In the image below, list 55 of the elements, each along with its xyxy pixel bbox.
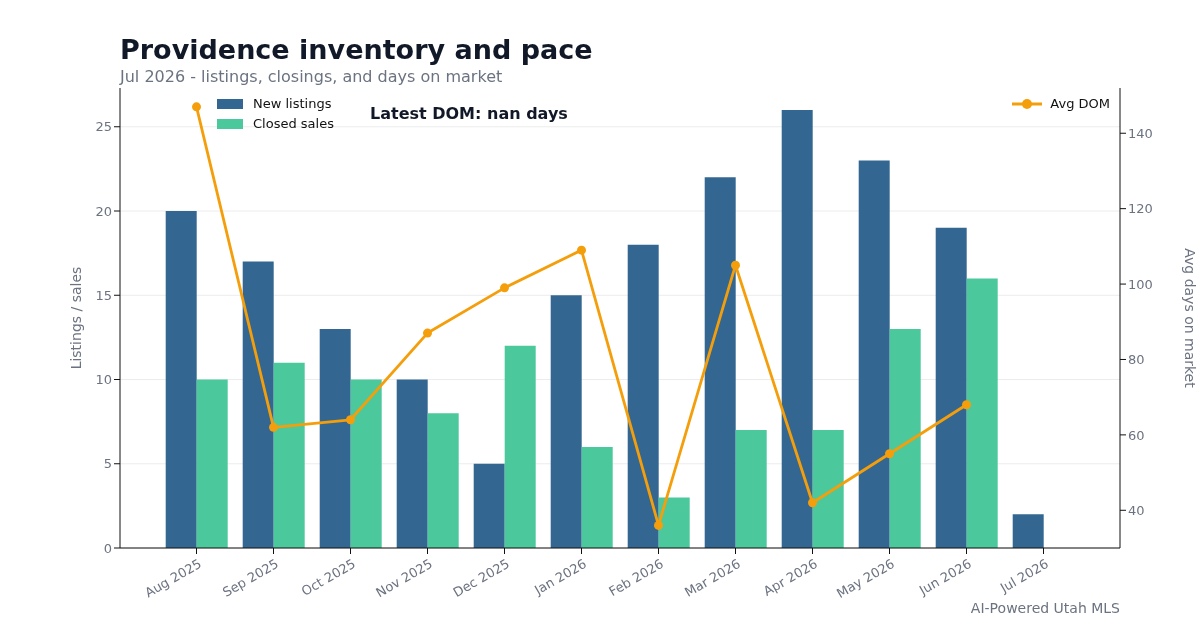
bar bbox=[196, 379, 228, 548]
bar bbox=[812, 430, 844, 548]
point bbox=[885, 449, 894, 459]
bar bbox=[396, 379, 428, 548]
bar bbox=[704, 177, 736, 548]
bar bbox=[1012, 514, 1044, 548]
bar bbox=[581, 446, 613, 548]
y-tick-label: 10 bbox=[95, 372, 112, 388]
bar bbox=[858, 160, 890, 548]
bar bbox=[550, 295, 582, 548]
y-tick-label: 25 bbox=[95, 119, 112, 135]
bar bbox=[504, 345, 536, 548]
y2-tick-label: 100 bbox=[1128, 276, 1153, 292]
bar bbox=[966, 278, 998, 548]
bar bbox=[242, 261, 274, 548]
y-tick-label: 15 bbox=[95, 287, 112, 303]
point bbox=[962, 400, 971, 410]
y2-tick-label: 60 bbox=[1128, 427, 1145, 443]
y-tick-label: 5 bbox=[103, 456, 112, 472]
bar bbox=[658, 497, 690, 548]
bar bbox=[273, 362, 305, 548]
point bbox=[192, 102, 201, 112]
y2-axis-title: Avg days on market bbox=[1182, 248, 1199, 389]
y-axis-title: Listings / sales bbox=[67, 266, 84, 370]
text: AI-Powered Utah MLS bbox=[970, 600, 1120, 616]
point bbox=[269, 422, 278, 432]
legend-label: Closed sales bbox=[253, 115, 334, 133]
bar bbox=[350, 379, 382, 548]
point bbox=[346, 415, 355, 425]
y2-tick-label: 40 bbox=[1128, 502, 1145, 518]
legend-label: Avg DOM bbox=[1050, 95, 1110, 113]
chart-title: Providence inventory and pace bbox=[120, 34, 593, 65]
chart-subtitle: Jul 2026 - listings, closings, and days on market bbox=[120, 67, 503, 86]
annotation: Latest DOM: nan days bbox=[370, 104, 568, 123]
bar bbox=[889, 328, 921, 548]
bar bbox=[473, 463, 505, 548]
bar bbox=[319, 328, 351, 548]
point bbox=[577, 245, 586, 255]
y2-tick-label: 140 bbox=[1128, 125, 1153, 141]
y-tick-label: 0 bbox=[103, 540, 112, 556]
point bbox=[423, 328, 432, 338]
y2-tick-label: 80 bbox=[1128, 352, 1145, 368]
bar bbox=[935, 227, 967, 548]
bar bbox=[781, 109, 813, 548]
point bbox=[500, 283, 509, 293]
y-tick-label: 20 bbox=[95, 203, 112, 219]
point bbox=[654, 520, 663, 530]
y2-tick-label: 120 bbox=[1128, 201, 1153, 217]
legend-label: New listings bbox=[253, 95, 332, 113]
bar bbox=[427, 413, 459, 548]
bar bbox=[735, 430, 767, 548]
bar bbox=[165, 211, 197, 548]
point bbox=[808, 498, 817, 508]
point bbox=[731, 260, 740, 270]
bar bbox=[627, 244, 659, 548]
